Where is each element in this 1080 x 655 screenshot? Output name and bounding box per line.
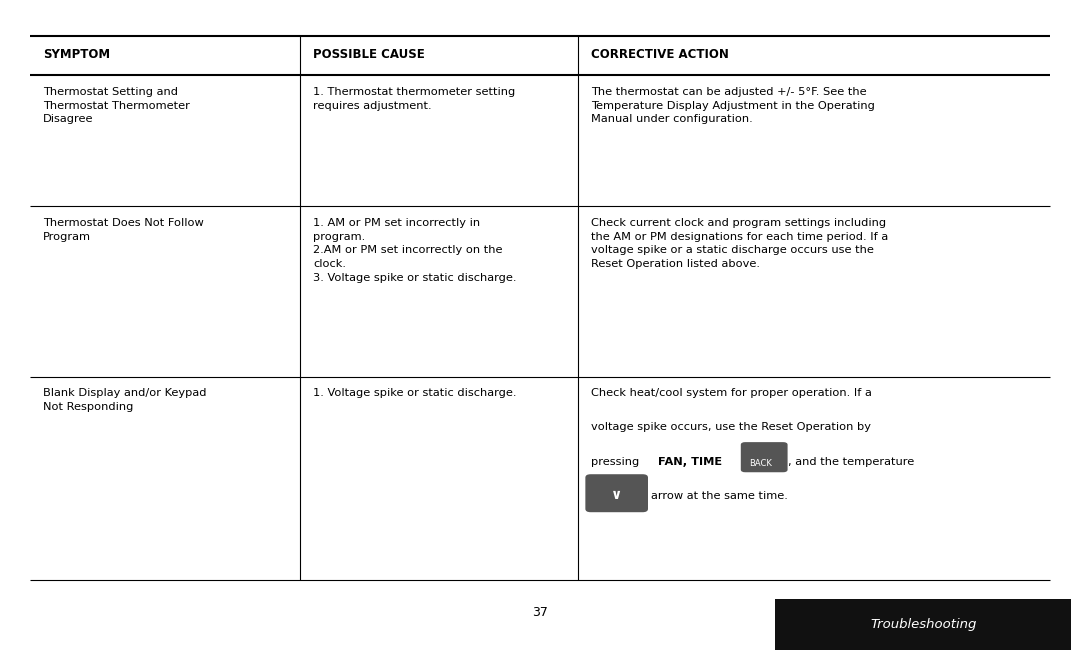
FancyBboxPatch shape (741, 442, 787, 472)
Text: Blank Display and/or Keypad
Not Responding: Blank Display and/or Keypad Not Respondi… (43, 388, 206, 412)
Text: arrow at the same time.: arrow at the same time. (651, 491, 788, 500)
Text: BACK: BACK (750, 458, 772, 468)
Text: pressing: pressing (591, 457, 643, 466)
Text: 37: 37 (532, 606, 548, 619)
Text: ∨: ∨ (611, 487, 622, 502)
FancyBboxPatch shape (585, 474, 648, 512)
Text: voltage spike occurs, use the Reset Operation by: voltage spike occurs, use the Reset Oper… (591, 422, 870, 432)
Text: FAN, TIME: FAN, TIME (658, 457, 721, 466)
Text: Thermostat Setting and
Thermostat Thermometer
Disagree: Thermostat Setting and Thermostat Thermo… (43, 87, 190, 124)
Text: CORRECTIVE ACTION: CORRECTIVE ACTION (591, 48, 729, 61)
Bar (775, 599, 1071, 650)
Text: 1. AM or PM set incorrectly in
program.
2.AM or PM set incorrectly on the
clock.: 1. AM or PM set incorrectly in program. … (313, 218, 516, 282)
Text: 1. Voltage spike or static discharge.: 1. Voltage spike or static discharge. (313, 388, 516, 398)
Text: 1. Thermostat thermometer setting
requires adjustment.: 1. Thermostat thermometer setting requir… (313, 87, 515, 111)
Text: Thermostat Does Not Follow
Program: Thermostat Does Not Follow Program (43, 218, 204, 242)
Text: The thermostat can be adjusted +/- 5°F. See the
Temperature Display Adjustment i: The thermostat can be adjusted +/- 5°F. … (591, 87, 875, 124)
Text: Check current clock and program settings including
the AM or PM designations for: Check current clock and program settings… (591, 218, 888, 269)
Text: , and the temperature: , and the temperature (787, 457, 914, 466)
Text: SYMPTOM: SYMPTOM (43, 48, 110, 61)
Text: Check heat/cool system for proper operation. If a: Check heat/cool system for proper operat… (591, 388, 872, 398)
Text: Troubleshooting: Troubleshooting (870, 618, 976, 631)
Text: POSSIBLE CAUSE: POSSIBLE CAUSE (313, 48, 424, 61)
